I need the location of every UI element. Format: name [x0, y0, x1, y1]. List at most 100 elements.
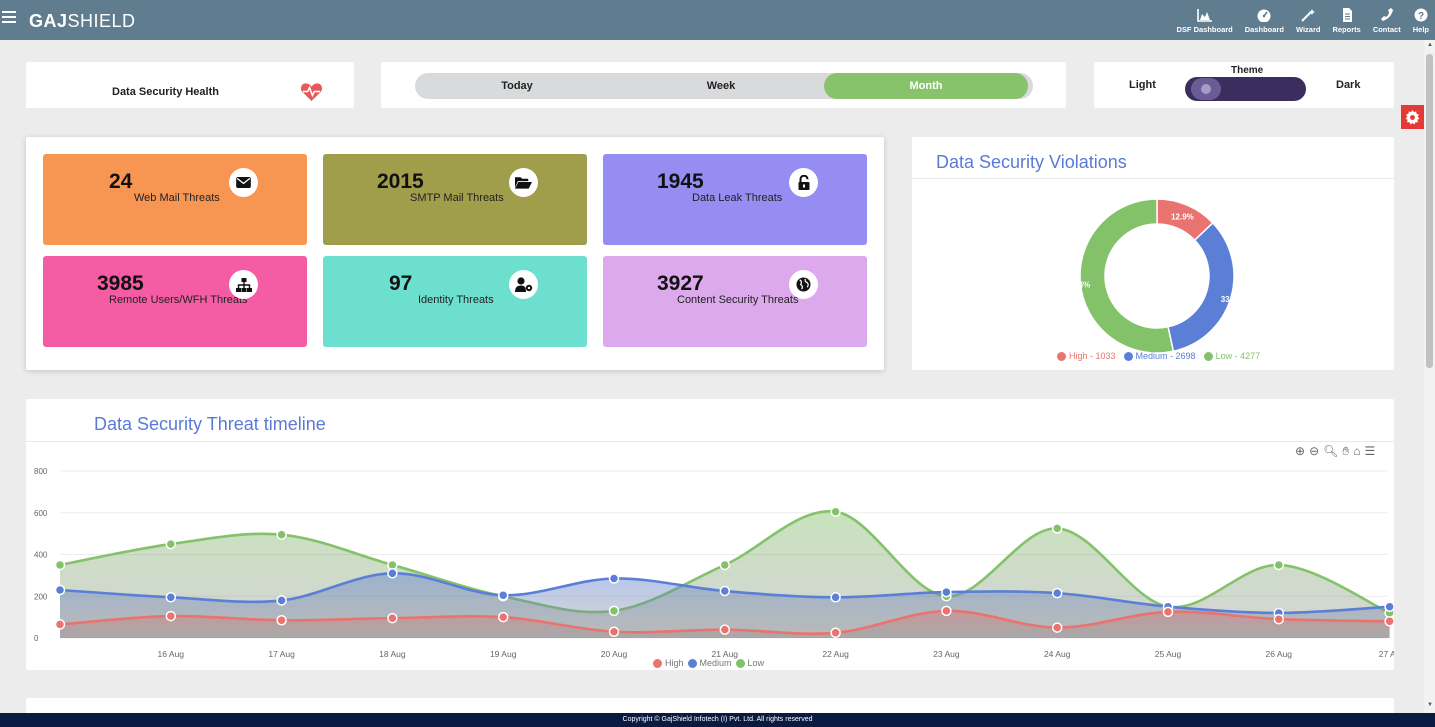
legend-low[interactable]: Low - 4277 — [1203, 351, 1260, 361]
violations-title: Data Security Violations — [936, 152, 1127, 172]
nav-dashboard[interactable]: Dashboard — [1245, 0, 1284, 40]
period-today-button[interactable]: Today — [501, 80, 533, 92]
data-point-medium[interactable] — [719, 585, 731, 597]
health-card[interactable]: Data Security Health — [26, 62, 354, 108]
nav-dsf-dashboard[interactable]: DSF Dashboard — [1176, 0, 1233, 40]
donut-slice-medium[interactable] — [1167, 221, 1235, 353]
data-point-high[interactable] — [1273, 613, 1285, 625]
data-point-medium[interactable] — [54, 584, 66, 596]
x-tick-label: 16 Aug — [158, 649, 185, 659]
nav-wizard[interactable]: Wizard — [1295, 0, 1321, 40]
data-point-low[interactable] — [54, 559, 66, 571]
data-point-high[interactable] — [387, 612, 398, 624]
document-icon — [1342, 8, 1352, 22]
data-point-low[interactable] — [276, 529, 287, 540]
home-reset-icon[interactable]: ⌂ — [1353, 444, 1361, 458]
data-point-high[interactable] — [165, 610, 177, 622]
period-week-button[interactable]: Week — [706, 80, 736, 92]
data-point-high[interactable] — [276, 615, 287, 626]
data-point-medium[interactable] — [1051, 587, 1063, 599]
nav-label: Wizard — [1295, 25, 1321, 34]
nav-label: Contact — [1372, 25, 1401, 34]
settings-gear-button[interactable] — [1401, 105, 1424, 129]
data-point-medium[interactable] — [1384, 601, 1394, 612]
tile-label: Identity Threats — [418, 294, 494, 306]
period-month-button[interactable]: Month — [824, 73, 1028, 99]
donut-slice-low[interactable] — [1079, 198, 1175, 354]
x-tick-label: 25 Aug — [1155, 649, 1182, 659]
data-point-high[interactable] — [719, 624, 731, 635]
legend-low[interactable]: Low — [735, 658, 764, 668]
top-nav: DSF Dashboard Dashboard Wizard Reports C… — [1170, 0, 1435, 40]
tile-value: 3985 — [97, 272, 144, 295]
zoom-in-icon[interactable]: ⊕ — [1295, 444, 1306, 458]
chart-menu-icon[interactable]: ☰ — [1364, 444, 1376, 458]
nav-label: DSF Dashboard — [1176, 25, 1233, 34]
tile-identity-threats[interactable]: 97 Identity Threats — [323, 256, 587, 347]
tile-label: Data Leak Threats — [692, 192, 783, 204]
x-tick-label: 19 Aug — [490, 649, 517, 659]
y-tick-label: 400 — [34, 551, 48, 560]
health-label: Data Security Health — [112, 86, 219, 98]
period-selector: Today Week Month — [415, 73, 1033, 99]
nav-reports[interactable]: Reports — [1332, 0, 1361, 40]
tile-value: 2015 — [377, 170, 424, 193]
data-point-high[interactable] — [1384, 616, 1394, 627]
data-point-high[interactable] — [497, 611, 509, 623]
data-point-high[interactable] — [54, 619, 66, 630]
data-point-low[interactable] — [165, 538, 177, 550]
data-point-low[interactable] — [830, 506, 841, 517]
selection-zoom-icon[interactable]: 🔍︎ — [1323, 444, 1339, 458]
data-point-high[interactable] — [1051, 622, 1063, 633]
pan-hand-icon[interactable]: ✋︎ — [1342, 444, 1350, 458]
unlock-icon — [789, 168, 818, 197]
x-tick-label: 22 Aug — [822, 649, 849, 659]
data-point-medium[interactable] — [497, 589, 509, 601]
theme-toggle-knob[interactable] — [1191, 78, 1221, 100]
tile-data-leak-threats[interactable]: 1945 Data Leak Threats — [603, 154, 867, 245]
page-scrollbar[interactable]: ▲ ▼ — [1424, 40, 1435, 713]
legend-medium[interactable]: Medium - 2698 — [1123, 351, 1196, 361]
data-point-medium[interactable] — [830, 592, 841, 603]
chart-toolbar: ⊕ ⊖ 🔍︎ ✋︎ ⌂ ☰ — [1295, 444, 1375, 459]
theme-toggle[interactable] — [1185, 77, 1306, 101]
data-point-high[interactable] — [941, 605, 952, 617]
tile-value: 3927 — [657, 272, 704, 295]
data-point-low[interactable] — [1273, 559, 1285, 571]
tile-web-mail-threats[interactable]: 24 Web Mail Threats — [43, 154, 307, 245]
legend-medium[interactable]: Medium — [687, 658, 732, 668]
data-point-high[interactable] — [830, 627, 841, 639]
data-point-high[interactable] — [608, 626, 620, 637]
brand-logo[interactable]: GAJSHIELD — [29, 11, 136, 31]
nav-contact[interactable]: Contact — [1373, 0, 1401, 40]
nav-label: Reports — [1332, 25, 1361, 34]
donut-data-label: 53.4% — [1068, 280, 1091, 289]
data-point-medium[interactable] — [608, 573, 620, 584]
scroll-up-icon[interactable]: ▲ — [1427, 42, 1433, 48]
data-point-medium[interactable] — [276, 595, 287, 606]
legend-high[interactable]: High — [653, 658, 684, 668]
data-point-low[interactable] — [1051, 523, 1063, 534]
data-point-medium[interactable] — [387, 568, 398, 579]
data-point-low[interactable] — [608, 605, 620, 617]
tile-smtp-mail-threats[interactable]: 2015 SMTP Mail Threats — [323, 154, 587, 245]
scroll-down-icon[interactable]: ▼ — [1427, 702, 1433, 708]
legend-high[interactable]: High - 1033 — [1057, 351, 1116, 361]
top-bar: GAJSHIELD DSF Dashboard Dashboard Wizard… — [0, 0, 1435, 40]
x-tick-label: 24 Aug — [1044, 649, 1071, 659]
data-point-medium[interactable] — [941, 586, 952, 598]
theme-dark-label: Dark — [1336, 79, 1361, 91]
tile-remote-users-threats[interactable]: 3985 Remote Users/WFH Threats — [43, 256, 307, 347]
zoom-out-icon[interactable]: ⊖ — [1309, 444, 1320, 458]
nav-help[interactable]: ? Help — [1413, 0, 1429, 40]
scrollbar-thumb[interactable] — [1426, 54, 1433, 368]
menu-icon[interactable] — [2, 11, 16, 25]
data-point-medium[interactable] — [165, 592, 177, 603]
x-tick-label: 18 Aug — [379, 649, 406, 659]
data-point-high[interactable] — [1162, 606, 1174, 618]
nav-label: Dashboard — [1244, 25, 1284, 34]
tile-content-security-threats[interactable]: 3927 Content Security Threats — [603, 256, 867, 347]
violations-card: Data Security Violations 12.9% 33.7% 53.4%… — [912, 137, 1394, 370]
threat-tiles-panel: 24 Web Mail Threats 2015 SMTP Mail Threa… — [26, 137, 884, 370]
data-point-low[interactable] — [719, 559, 731, 571]
